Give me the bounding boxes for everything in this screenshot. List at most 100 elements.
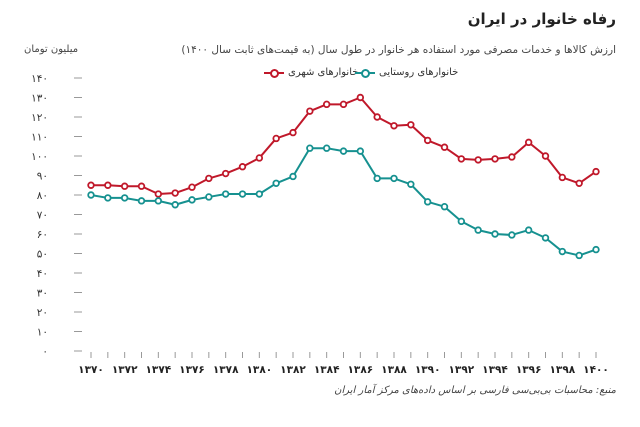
data-point-urban: [440, 143, 449, 151]
y-tick-label: ۶۰: [37, 229, 48, 241]
x-tick-label: ۱۳۸۴: [314, 364, 340, 376]
x-tick-label: ۱۳۹۶: [516, 364, 542, 376]
data-point-urban: [120, 182, 129, 190]
legend-item-rural: خانوارهای روستایی: [355, 67, 458, 78]
data-point-urban: [524, 138, 533, 147]
data-point-urban: [491, 155, 499, 163]
chart-title: رفاه خانوار در ایران: [467, 10, 616, 28]
legend-swatch-urban-icon: [264, 68, 284, 78]
y-tick-label: ۲۰: [37, 307, 48, 319]
y-tick-label: ۱۰۰: [31, 151, 48, 163]
data-point-rural: [272, 179, 280, 187]
x-tick-label: ۱۳۹۸: [550, 364, 576, 376]
data-point-urban: [474, 156, 482, 164]
data-point-urban: [356, 93, 365, 102]
legend-label-urban: خانوارهای شهری: [288, 67, 359, 78]
data-point-rural: [322, 144, 331, 152]
x-tick-label: ۱۳۸۲: [280, 364, 306, 376]
data-point-urban: [390, 122, 398, 130]
y-tick-label: ۴۰: [37, 268, 48, 280]
series-line-rural: [90, 147, 597, 257]
data-point-rural: [289, 172, 297, 181]
y-tick-label: ۸۰: [37, 190, 48, 202]
x-tick-label: ۱۳۷۲: [112, 364, 138, 376]
data-point-urban: [457, 155, 466, 163]
legend-item-urban: خانوارهای شهری: [264, 67, 358, 78]
data-point-urban: [272, 134, 280, 143]
data-point-urban: [306, 107, 314, 115]
data-point-urban: [104, 181, 112, 189]
data-point-urban: [592, 167, 600, 176]
data-point-rural: [423, 198, 432, 206]
data-point-rural: [474, 226, 482, 234]
y-tick-label: ۵۰: [37, 249, 48, 261]
legend-swatch-rural-icon: [355, 68, 375, 78]
y-tick-label: ۱۰: [37, 327, 48, 339]
data-point-rural: [524, 226, 533, 234]
data-point-rural: [104, 194, 112, 202]
data-point-urban: [558, 173, 567, 182]
data-point-rural: [238, 190, 247, 198]
y-tick-label: ۱۲۰: [31, 112, 48, 124]
data-point-urban: [87, 181, 95, 189]
data-point-rural: [407, 180, 415, 188]
data-point-urban: [221, 169, 230, 178]
x-tick-label: ۱۳۸۸: [381, 364, 407, 376]
data-point-urban: [289, 128, 297, 137]
data-point-rural: [87, 191, 95, 199]
data-point-urban: [322, 100, 331, 109]
data-point-rural: [575, 251, 583, 260]
data-point-rural: [491, 230, 499, 238]
data-point-rural: [440, 202, 449, 211]
y-axis: ۰ ۱۰ ۲۰ ۳۰ ۴۰ ۵۰ ۶۰ ۷۰ ۸۰ ۹۰ ۱۰۰ ۱۱۰ ۱۲۰ ۱۳۰ ۱۴۰: [31, 73, 82, 358]
data-point-rural: [541, 234, 550, 242]
x-tick-label: ۱۳۷۸: [213, 364, 239, 376]
y-tick-label: ۷۰: [37, 210, 48, 222]
data-point-rural: [221, 190, 230, 198]
x-tick-label: ۱۳۷۶: [179, 364, 205, 376]
series-line-urban: [91, 96, 597, 196]
data-point-rural: [255, 190, 264, 198]
data-point-urban: [255, 154, 264, 162]
data-point-urban: [205, 174, 213, 183]
y-tick-label: ۹۰: [37, 171, 48, 183]
data-point-rural: [339, 147, 348, 155]
x-tick-label: ۱۳۹۲: [449, 364, 475, 376]
legend-label-rural: خانوارهای روستایی: [379, 67, 459, 78]
series-layer: [87, 93, 600, 260]
chart-subtitle: ارزش کالاها و خدمات مصرفی مورد استفاده ه…: [181, 44, 616, 56]
data-point-urban: [339, 100, 348, 109]
x-tick-label: ۱۳۹۴: [482, 364, 508, 376]
data-point-rural: [120, 194, 129, 202]
data-point-rural: [373, 174, 381, 183]
data-point-urban: [171, 189, 179, 197]
data-point-urban: [407, 121, 415, 129]
data-point-rural: [171, 201, 179, 209]
data-point-rural: [137, 197, 146, 205]
y-axis-unit-label: میلیون تومان: [24, 44, 79, 55]
data-point-rural: [508, 231, 516, 239]
data-point-urban: [508, 153, 516, 161]
data-point-rural: [558, 247, 567, 256]
y-tick-label: ۳۰: [37, 288, 48, 300]
data-point-urban: [238, 163, 247, 171]
x-tick-label: ۱۳۹۰: [415, 364, 441, 376]
data-point-rural: [356, 147, 365, 155]
data-point-rural: [205, 193, 213, 201]
data-point-urban: [423, 136, 432, 145]
x-axis: ۱۳۷۰ ۱۳۷۲ ۱۳۷۴ ۱۳۷۶ ۱۳۷۸ ۱۳۸۰ ۱۳۸۲ ۱۳۸۴ ۱۳۸۶ ۱۳۸۸…: [78, 352, 609, 376]
data-point-rural: [306, 144, 314, 152]
data-point-rural: [390, 174, 398, 183]
x-tick-label: ۱۳۷۰: [78, 364, 104, 376]
data-point-urban: [188, 183, 196, 191]
data-point-urban: [541, 152, 550, 160]
x-tick-label: ۱۳۷۴: [146, 364, 172, 376]
y-tick-label: ۱۴۰: [31, 73, 48, 85]
data-point-rural: [592, 245, 600, 254]
data-point-urban: [373, 113, 381, 121]
data-point-rural: [154, 197, 163, 205]
data-point-urban: [154, 190, 163, 198]
x-tick-label: ۱۴۰۰: [583, 364, 609, 376]
y-tick-label: ۱۱۰: [31, 132, 48, 144]
